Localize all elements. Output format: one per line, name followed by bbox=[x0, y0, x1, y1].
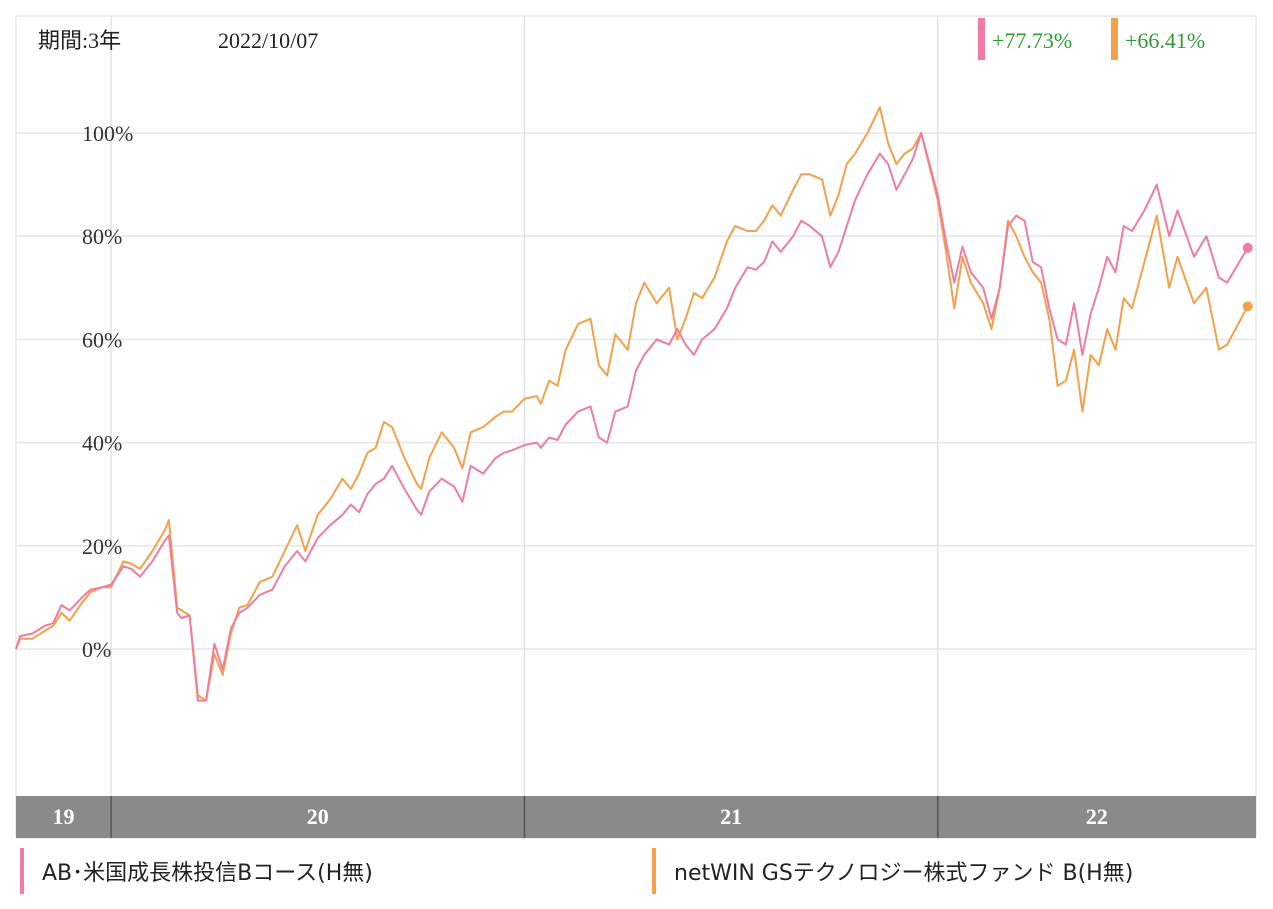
x-tick-label: 20 bbox=[307, 804, 329, 829]
y-tick-labels: 0% 20% 40% 60% 80% 100% bbox=[82, 121, 133, 662]
horizontal-grid bbox=[16, 132, 1256, 650]
end-markers bbox=[1242, 242, 1253, 312]
series-end-marker bbox=[1242, 242, 1253, 253]
x-tick-label: 22 bbox=[1086, 804, 1108, 829]
legend-label-netwin: netWIN GSテクノロジー株式ファンド B(H無) bbox=[674, 861, 1134, 886]
y-tick-label: 60% bbox=[82, 327, 122, 352]
date-label: 2022/10/07 bbox=[218, 28, 318, 53]
return-swatch bbox=[978, 18, 985, 60]
legend-label-ab: AB･米国成長株投信Bコース(H無) bbox=[42, 861, 373, 886]
y-tick-label: 0% bbox=[82, 637, 111, 662]
legend-item-ab[interactable]: AB･米国成長株投信Bコース(H無) bbox=[20, 848, 373, 894]
x-tick-label: 19 bbox=[53, 804, 75, 829]
series-end-marker bbox=[1242, 301, 1253, 312]
y-tick-label: 20% bbox=[82, 534, 122, 559]
return-labels: +77.73% +66.41% bbox=[978, 18, 1205, 60]
x-tick-labels: 19 20 21 22 bbox=[53, 796, 1108, 838]
legend-swatch-ab bbox=[20, 848, 24, 894]
y-tick-label: 80% bbox=[82, 224, 122, 249]
x-tick-label: 21 bbox=[720, 804, 742, 829]
legend: AB･米国成長株投信Bコース(H無) netWIN GSテクノロジー株式ファンド… bbox=[0, 840, 1273, 909]
y-tick-label: 100% bbox=[82, 121, 133, 146]
y-tick-label: 40% bbox=[82, 431, 122, 456]
plot-frame bbox=[15, 15, 1257, 839]
period-label: 期間:3年 bbox=[38, 28, 121, 53]
vertical-grid bbox=[110, 16, 939, 796]
series-lines bbox=[15, 106, 1249, 702]
series-line bbox=[15, 132, 1249, 702]
legend-swatch-netwin bbox=[652, 848, 656, 894]
return-swatch bbox=[1111, 18, 1118, 60]
timeline-bar[interactable] bbox=[16, 796, 1256, 838]
legend-item-netwin[interactable]: netWIN GSテクノロジー株式ファンド B(H無) bbox=[652, 848, 1133, 894]
return-label: +66.41% bbox=[1125, 28, 1205, 53]
return-label: +77.73% bbox=[992, 28, 1072, 53]
